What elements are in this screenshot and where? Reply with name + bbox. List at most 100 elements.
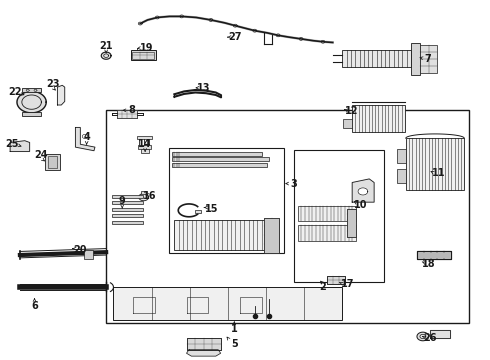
Bar xyxy=(106,111,469,323)
Text: 3: 3 xyxy=(291,179,297,189)
Polygon shape xyxy=(138,22,142,25)
Bar xyxy=(265,217,279,252)
Bar xyxy=(113,214,143,217)
Text: 19: 19 xyxy=(140,43,153,53)
Polygon shape xyxy=(133,297,155,313)
Bar xyxy=(132,52,154,59)
Bar xyxy=(297,206,356,221)
Bar xyxy=(172,157,270,161)
Polygon shape xyxy=(430,330,450,338)
Bar xyxy=(417,251,451,259)
Text: 17: 17 xyxy=(341,279,354,289)
Bar xyxy=(137,136,152,139)
Text: 11: 11 xyxy=(432,168,445,178)
Text: 7: 7 xyxy=(425,54,432,64)
Polygon shape xyxy=(276,34,280,37)
Bar xyxy=(113,208,143,211)
Polygon shape xyxy=(101,52,111,59)
Bar xyxy=(187,338,220,350)
Bar xyxy=(417,251,451,259)
Text: 4: 4 xyxy=(83,132,90,142)
Polygon shape xyxy=(253,29,257,32)
Text: 8: 8 xyxy=(128,105,135,115)
Polygon shape xyxy=(10,141,30,152)
Text: 9: 9 xyxy=(119,197,125,206)
Bar xyxy=(114,287,343,320)
Bar xyxy=(397,149,406,163)
Bar xyxy=(172,163,267,167)
Bar xyxy=(195,210,201,213)
Bar xyxy=(347,208,356,237)
Polygon shape xyxy=(299,37,303,40)
Polygon shape xyxy=(49,159,56,165)
Text: 18: 18 xyxy=(422,259,436,269)
Text: 21: 21 xyxy=(99,41,113,51)
Polygon shape xyxy=(180,15,184,18)
Bar xyxy=(141,149,148,153)
Text: 26: 26 xyxy=(423,333,437,343)
Text: 2: 2 xyxy=(319,282,326,292)
Bar xyxy=(406,138,464,190)
Bar xyxy=(343,50,411,67)
Bar xyxy=(265,217,279,252)
Text: 5: 5 xyxy=(231,339,238,348)
Polygon shape xyxy=(352,179,374,202)
Bar xyxy=(327,276,345,284)
Bar xyxy=(294,150,384,282)
Text: 14: 14 xyxy=(138,139,152,149)
Bar xyxy=(141,191,147,194)
Text: 27: 27 xyxy=(228,32,242,42)
Text: 12: 12 xyxy=(344,107,358,116)
Polygon shape xyxy=(417,332,429,341)
Polygon shape xyxy=(75,127,95,151)
Bar xyxy=(117,111,137,118)
Bar xyxy=(138,145,151,149)
Bar xyxy=(170,148,284,253)
Bar xyxy=(174,220,279,249)
Text: 15: 15 xyxy=(205,203,219,213)
Bar xyxy=(343,119,352,128)
Bar xyxy=(113,195,143,198)
Text: 13: 13 xyxy=(197,83,210,93)
Text: 16: 16 xyxy=(143,191,157,201)
Bar xyxy=(130,50,156,60)
Bar xyxy=(397,168,406,183)
Bar xyxy=(113,202,143,204)
Bar xyxy=(187,338,220,350)
Polygon shape xyxy=(82,134,88,139)
Polygon shape xyxy=(358,188,368,195)
Text: 22: 22 xyxy=(8,87,22,98)
Polygon shape xyxy=(187,350,220,356)
Polygon shape xyxy=(209,18,213,21)
Bar xyxy=(297,225,356,241)
Text: 24: 24 xyxy=(35,150,48,160)
Text: 6: 6 xyxy=(31,301,38,311)
Bar xyxy=(411,43,420,75)
Text: 20: 20 xyxy=(74,245,87,255)
Bar xyxy=(327,276,345,284)
Bar xyxy=(172,153,262,156)
Text: 1: 1 xyxy=(231,324,238,334)
Polygon shape xyxy=(155,16,159,19)
Polygon shape xyxy=(57,85,65,105)
Bar xyxy=(22,88,41,92)
Polygon shape xyxy=(233,24,237,27)
Text: 25: 25 xyxy=(5,139,19,149)
Bar xyxy=(352,105,405,132)
Bar xyxy=(84,249,93,258)
Bar xyxy=(418,253,450,258)
Polygon shape xyxy=(139,194,148,201)
Text: 10: 10 xyxy=(354,200,368,210)
Polygon shape xyxy=(240,297,262,313)
Bar xyxy=(113,221,143,224)
Polygon shape xyxy=(321,40,325,43)
Bar xyxy=(117,111,137,118)
Bar xyxy=(347,208,356,237)
Bar xyxy=(22,112,41,116)
Bar xyxy=(420,45,438,73)
Bar xyxy=(48,156,57,168)
Bar xyxy=(45,154,60,170)
Text: 23: 23 xyxy=(46,78,59,89)
Polygon shape xyxy=(187,297,208,313)
Polygon shape xyxy=(17,91,46,113)
